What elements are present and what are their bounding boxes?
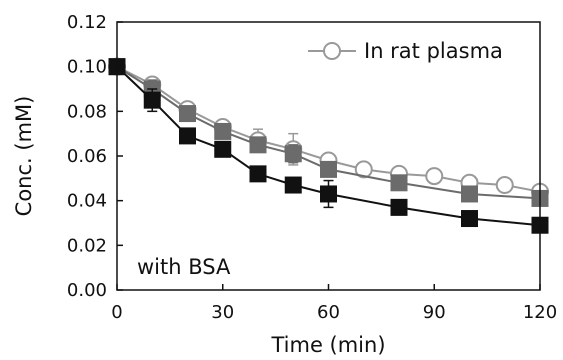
data-point xyxy=(320,160,337,178)
y-tick-label: 0.12 xyxy=(67,12,107,33)
series-open-circle xyxy=(108,57,549,201)
legend: In rat plasma xyxy=(308,39,503,63)
x-axis-title: Time (min) xyxy=(270,333,385,357)
data-point xyxy=(425,167,444,186)
data-point xyxy=(354,160,373,179)
x-tick-label: 0 xyxy=(111,302,122,323)
y-tick-label: 0.00 xyxy=(67,280,107,301)
data-point xyxy=(390,198,408,216)
data-point xyxy=(495,176,514,195)
data-point xyxy=(179,105,196,123)
y-tick-label: 0.08 xyxy=(67,101,107,122)
axis-ticks: 0 30 60 90 120 0.00 0.02 0.04 0.06 0.08 0.10 0.12 xyxy=(67,12,557,323)
y-tick-label: 0.04 xyxy=(67,191,107,212)
series-layer xyxy=(108,57,549,234)
data-point xyxy=(390,174,408,192)
y-tick-label: 0.10 xyxy=(67,57,107,78)
x-tick-label: 60 xyxy=(317,302,340,323)
x-tick-label: 30 xyxy=(211,302,234,323)
y-axis-title: Conc. (mM) xyxy=(12,96,36,217)
data-point xyxy=(179,127,196,145)
data-point xyxy=(320,185,337,203)
data-point xyxy=(249,136,267,154)
data-point xyxy=(249,165,267,183)
x-tick-label: 120 xyxy=(523,302,557,323)
legend-marker xyxy=(323,42,341,60)
annotation-with-bsa: with BSA xyxy=(137,255,231,279)
series-black-square xyxy=(108,58,549,234)
legend-label: In rat plasma xyxy=(364,39,503,63)
x-tick-label: 90 xyxy=(423,302,446,323)
data-point xyxy=(214,122,232,140)
series-line xyxy=(116,65,541,200)
y-tick-label: 0.06 xyxy=(67,146,107,167)
data-point xyxy=(284,176,302,194)
data-point xyxy=(284,145,302,163)
data-point xyxy=(143,91,161,109)
series-line xyxy=(116,65,541,227)
data-point xyxy=(461,210,478,228)
data-point xyxy=(461,185,478,203)
data-point xyxy=(214,140,232,158)
y-tick-label: 0.02 xyxy=(67,235,107,256)
